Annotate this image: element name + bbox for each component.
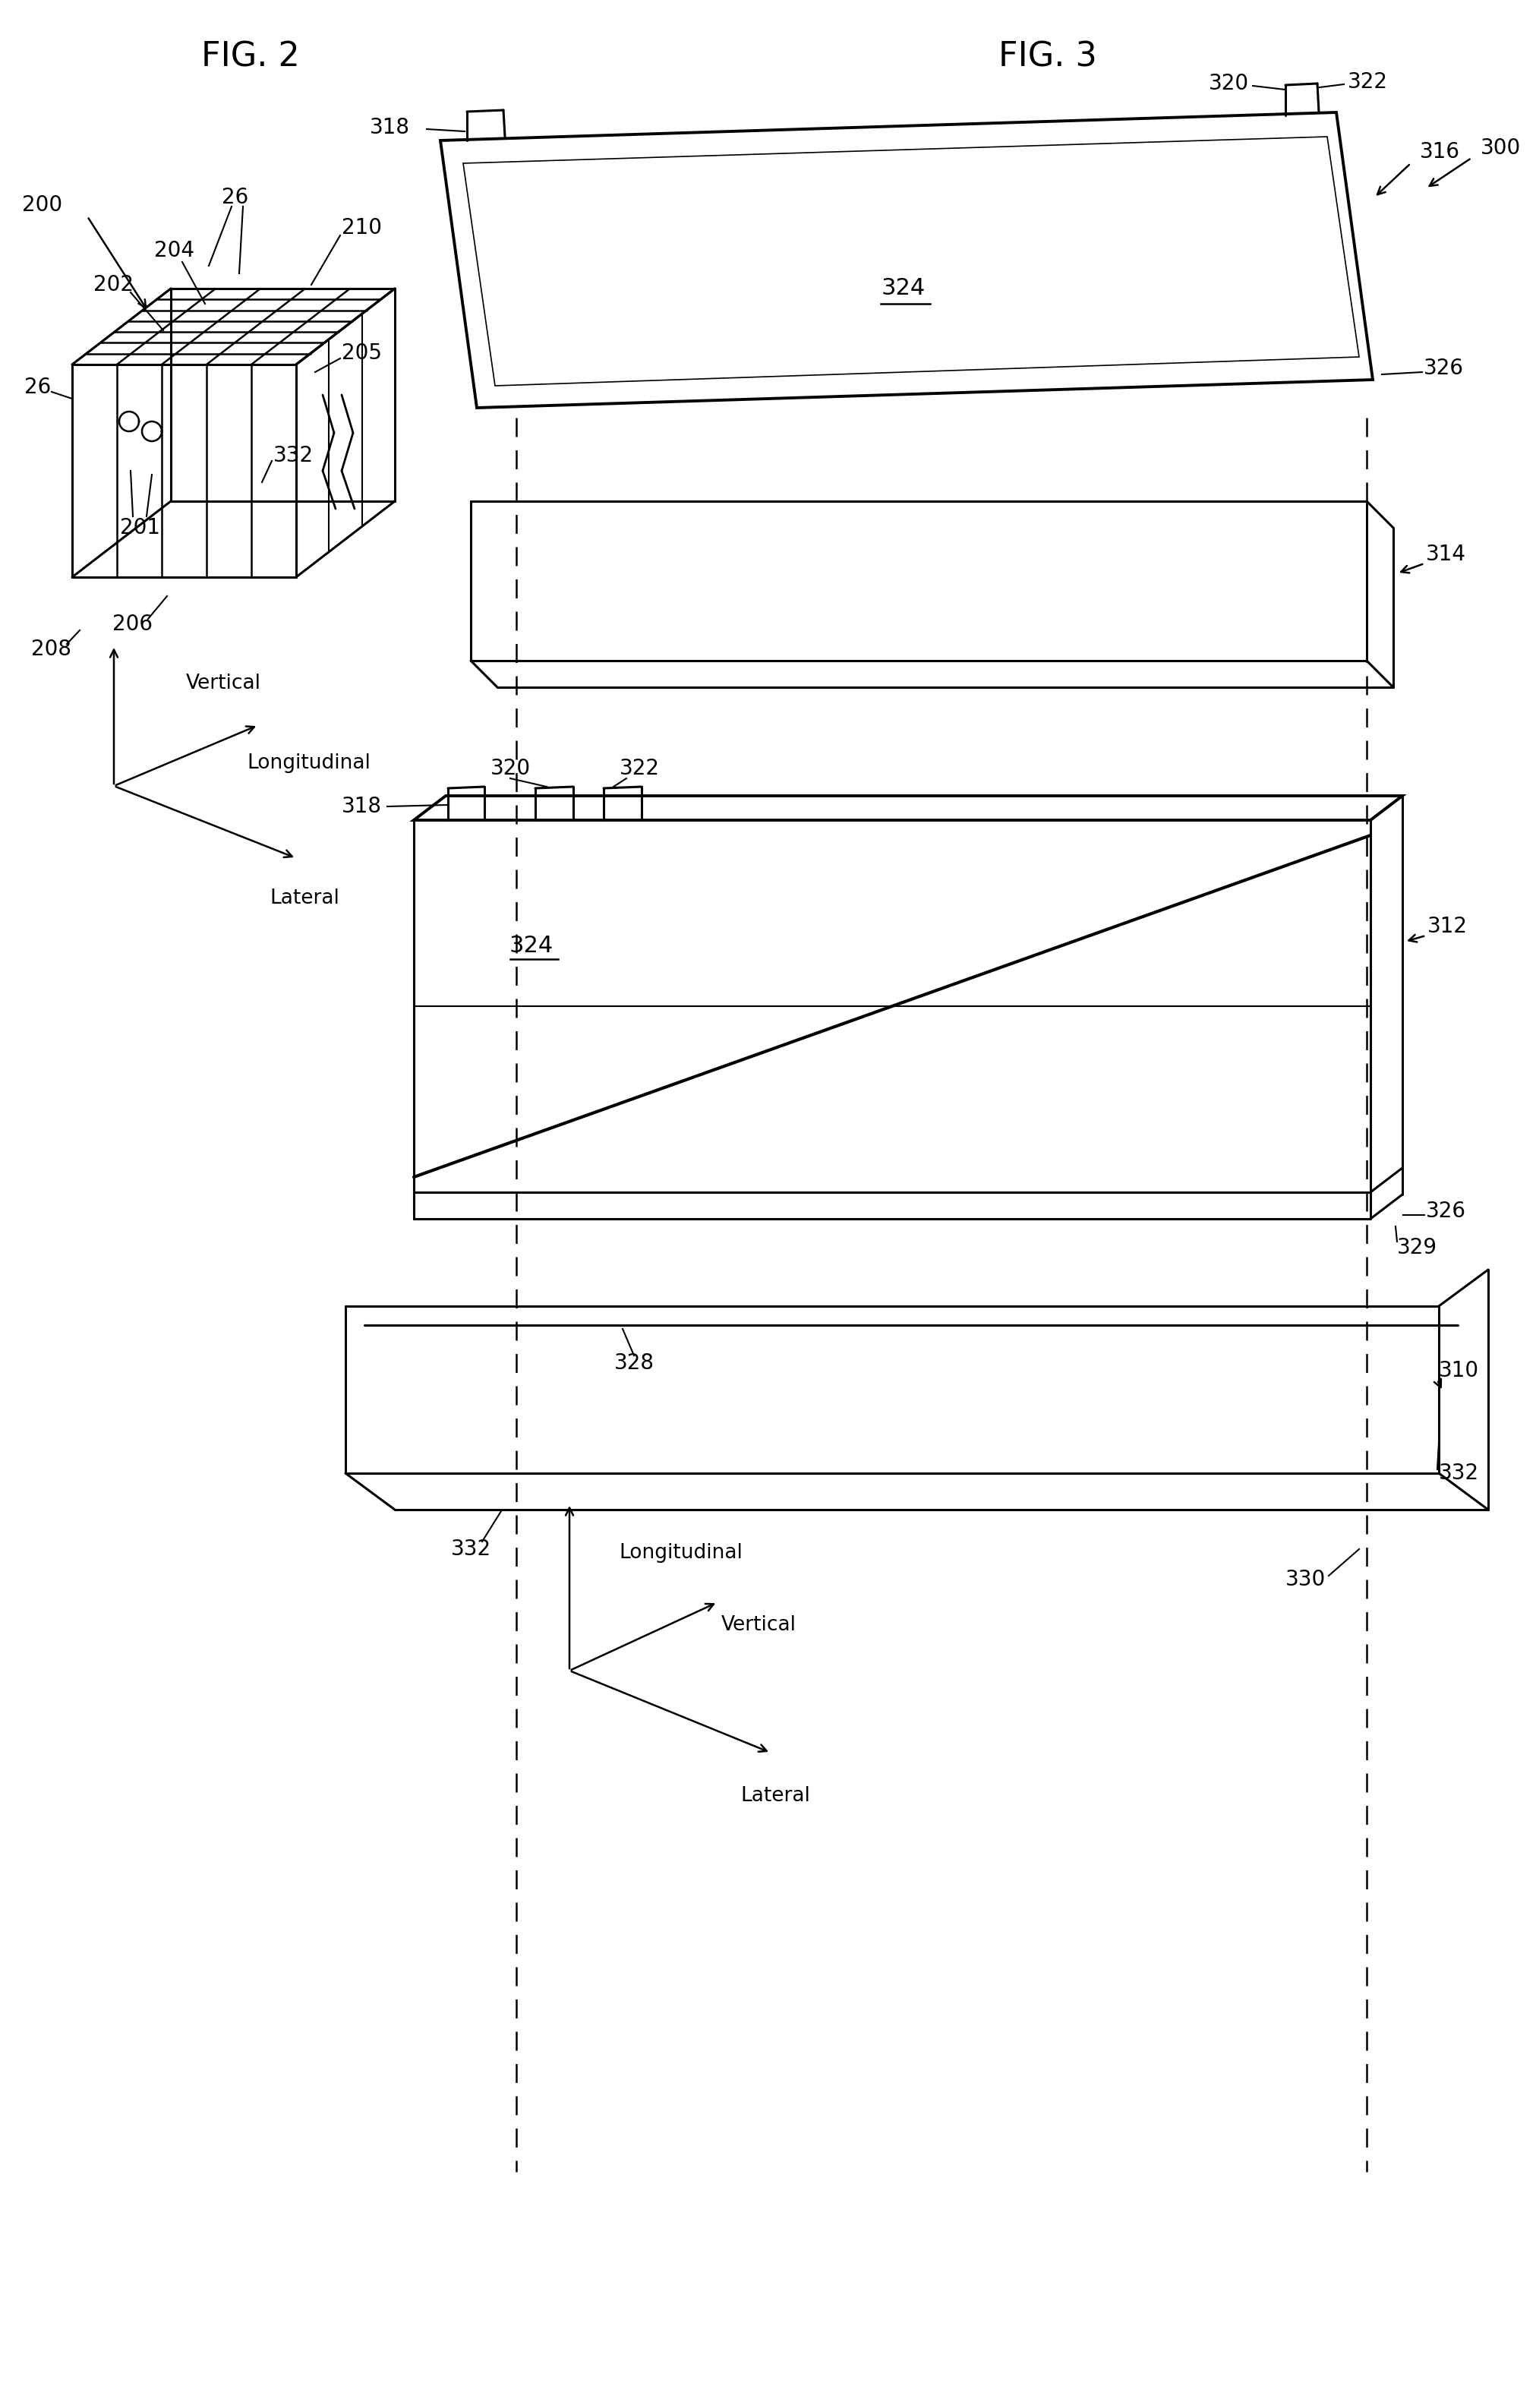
Text: 206: 206 <box>112 614 154 636</box>
Text: 205: 205 <box>341 342 382 364</box>
Text: 202: 202 <box>94 275 134 296</box>
Text: 310: 310 <box>1439 1361 1479 1382</box>
Text: 320: 320 <box>490 759 530 780</box>
Text: 204: 204 <box>155 241 195 260</box>
Text: 312: 312 <box>1427 915 1468 937</box>
Text: 330: 330 <box>1286 1570 1326 1589</box>
Text: 332: 332 <box>450 1539 492 1560</box>
Text: 322: 322 <box>619 759 659 780</box>
Text: 26: 26 <box>25 376 51 397</box>
Text: 324: 324 <box>510 934 553 956</box>
Text: 320: 320 <box>1209 72 1249 94</box>
Text: 208: 208 <box>32 638 72 660</box>
Text: 328: 328 <box>614 1353 654 1373</box>
Text: 314: 314 <box>1425 544 1467 566</box>
Text: 200: 200 <box>22 195 63 217</box>
Text: 318: 318 <box>341 795 382 816</box>
Text: Longitudinal: Longitudinal <box>619 1544 742 1563</box>
Text: 300: 300 <box>1481 137 1521 159</box>
Text: Vertical: Vertical <box>722 1616 797 1635</box>
Text: Vertical: Vertical <box>186 674 261 694</box>
Text: Lateral: Lateral <box>740 1787 809 1806</box>
Text: 26: 26 <box>223 188 249 207</box>
Text: 316: 316 <box>1419 142 1461 161</box>
Text: 326: 326 <box>1425 1202 1467 1221</box>
Text: 322: 322 <box>1347 72 1389 92</box>
Text: 332: 332 <box>1439 1462 1479 1483</box>
Text: FIG. 3: FIG. 3 <box>998 41 1097 72</box>
Text: FIG. 2: FIG. 2 <box>201 41 300 72</box>
Text: Lateral: Lateral <box>269 889 339 908</box>
Text: 332: 332 <box>273 445 313 467</box>
Text: 318: 318 <box>370 118 410 137</box>
Text: 329: 329 <box>1398 1238 1438 1259</box>
Text: 201: 201 <box>120 518 161 539</box>
Text: Longitudinal: Longitudinal <box>247 754 370 773</box>
Text: 210: 210 <box>341 217 382 238</box>
Text: 324: 324 <box>882 277 926 299</box>
Text: 326: 326 <box>1424 359 1464 378</box>
